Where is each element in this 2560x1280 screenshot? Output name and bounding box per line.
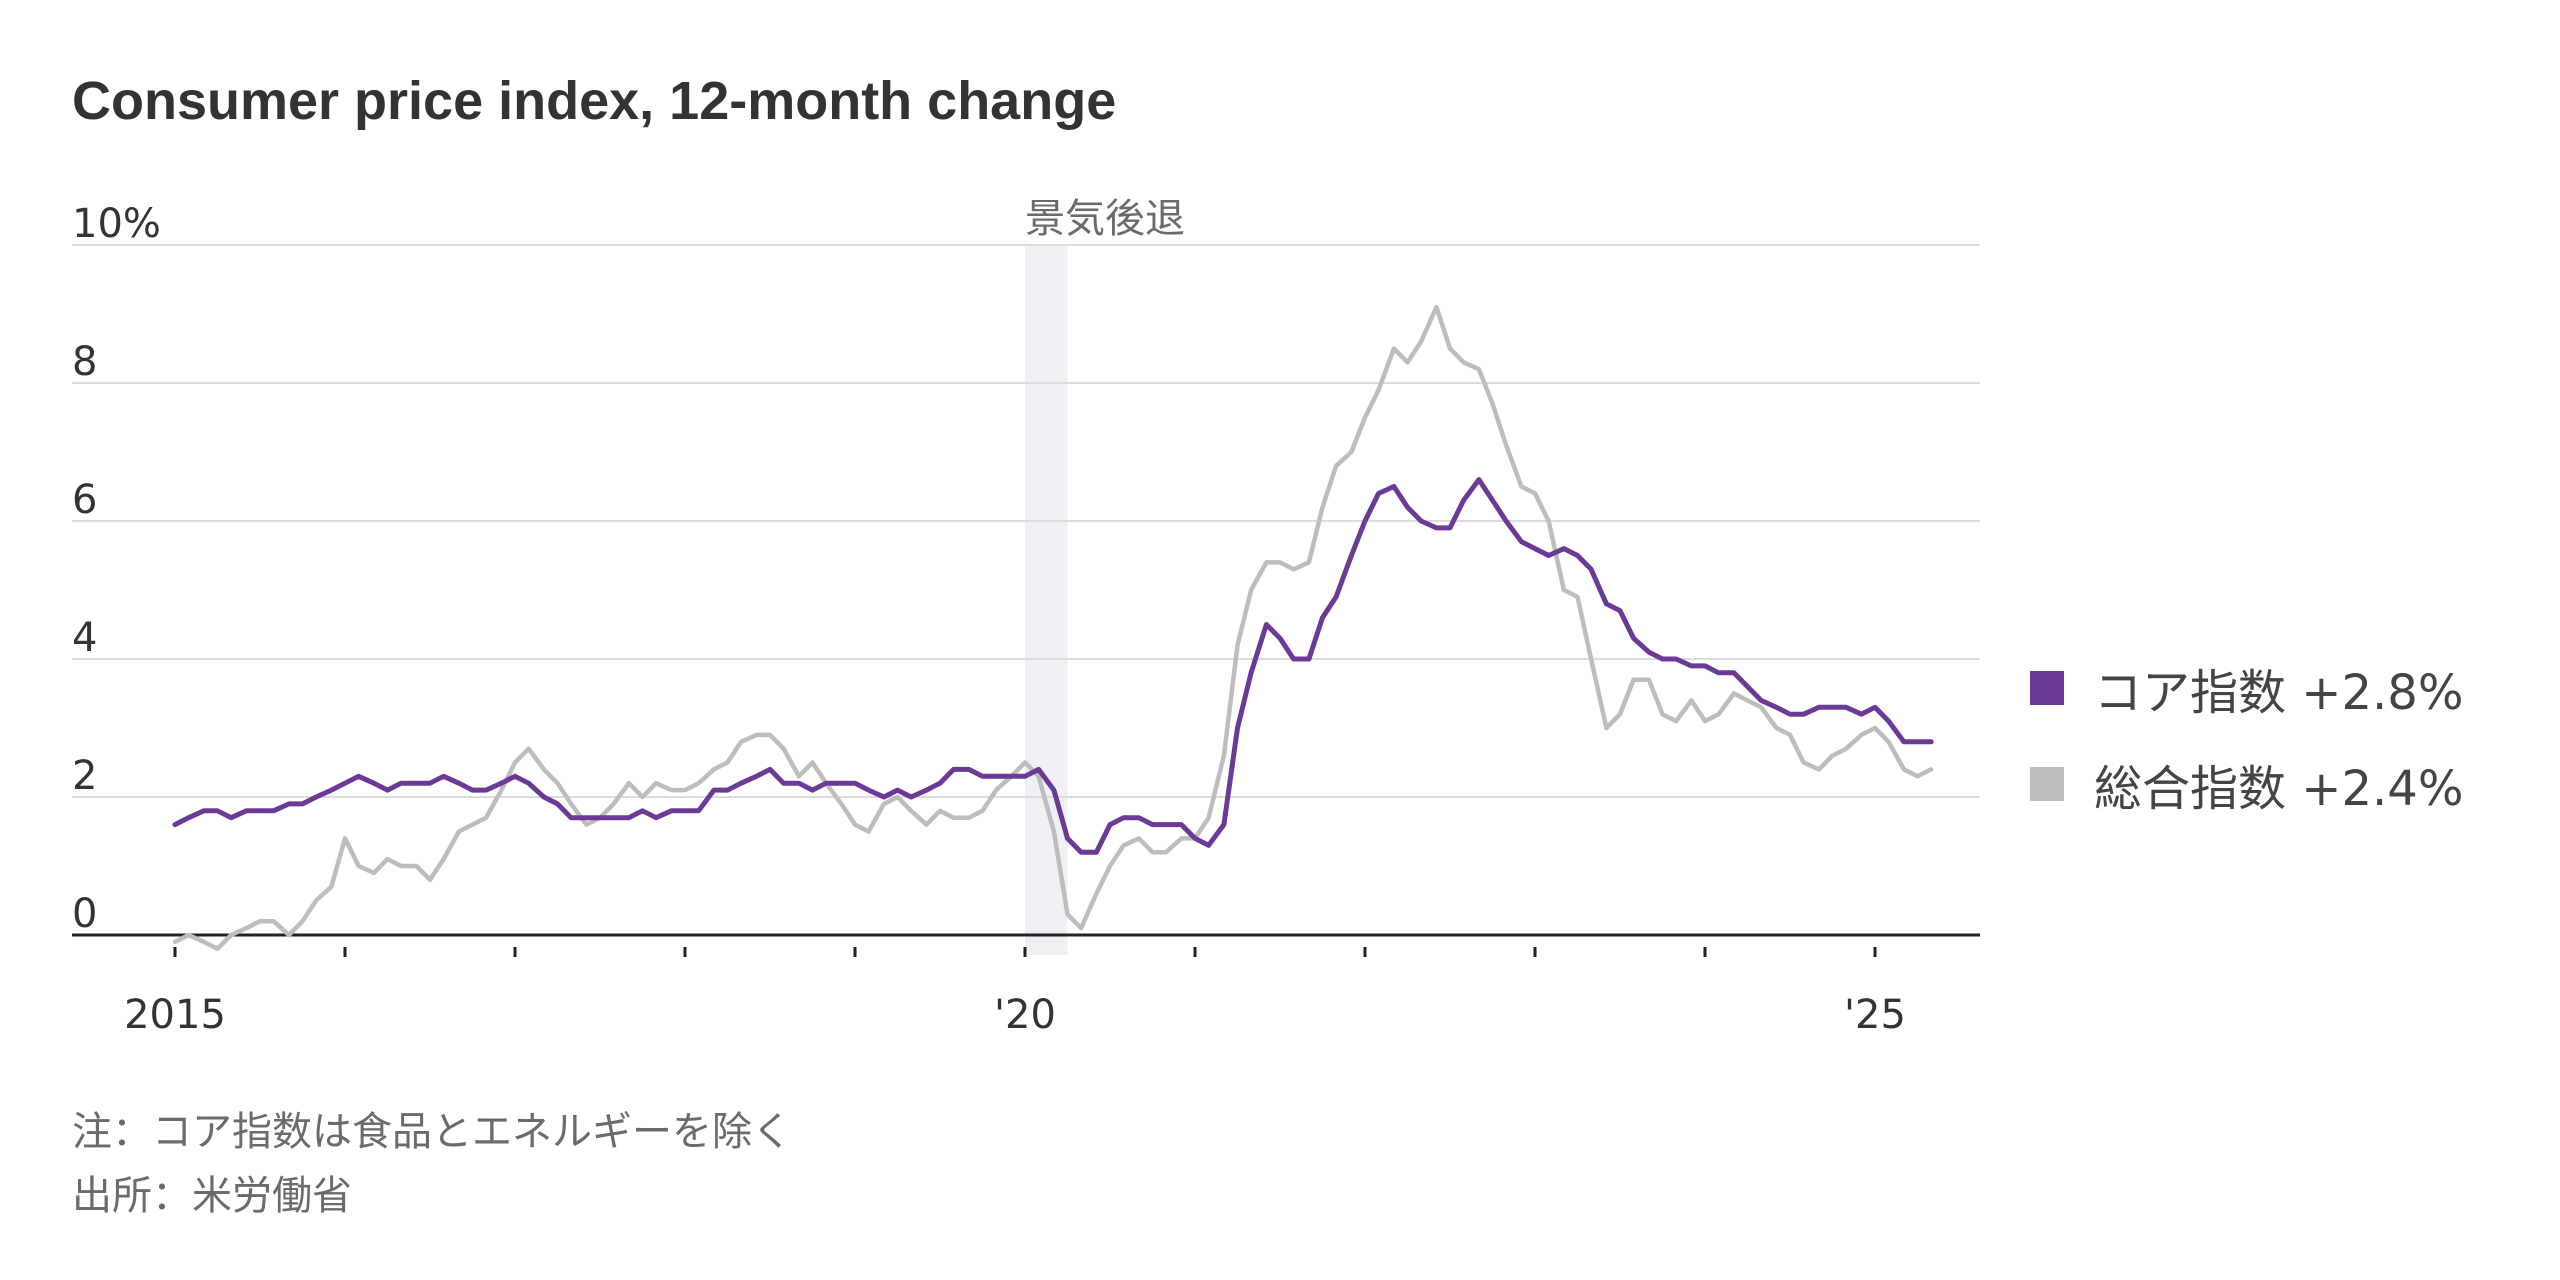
series-line-core [172, 477, 1934, 855]
y-tick-label: 6 [72, 477, 97, 523]
footnote-source: 出所：米労働省 [72, 1173, 352, 1219]
y-tick-label: 4 [72, 615, 97, 661]
y-tick-label: 0 [72, 891, 97, 937]
legend-item-headline: 総合指数 +2.4% [2030, 736, 2463, 832]
footnote-note: 注：コア指数は食品とエネルギーを除く [72, 1109, 792, 1155]
series-layer [172, 304, 1934, 952]
x-tick-label: '20 [994, 992, 1056, 1038]
axis-labels: 0 2 4 6 8 10% 2015 '20 '25 [72, 201, 1906, 1038]
gridlines [72, 244, 1980, 798]
y-tick-label: 2 [72, 753, 97, 799]
chart-title: Consumer price index, 12-month change [72, 71, 1117, 131]
recession-label: 景気後退 [1025, 196, 1185, 242]
x-axis [72, 933, 1980, 957]
x-tick-label: 2015 [124, 992, 226, 1038]
footnotes: 注：コア指数は食品とエネルギーを除く 出所：米労働省 [72, 1100, 792, 1228]
legend-label-headline: 総合指数 +2.4% [2094, 761, 2464, 817]
x-tick-label: '25 [1844, 992, 1906, 1038]
legend: コア指数 +2.8% 総合指数 +2.4% [2030, 640, 2463, 832]
recession-band [1025, 245, 1068, 955]
y-tick-label: 8 [72, 339, 97, 385]
legend-swatch-core [2030, 671, 2064, 705]
recession-layer: 景気後退 [1025, 196, 1185, 955]
legend-swatch-headline [2030, 767, 2064, 801]
legend-label-core: コア指数 +2.8% [2094, 665, 2464, 721]
series-line-headline [172, 304, 1934, 952]
legend-item-core: コア指数 +2.8% [2030, 640, 2463, 736]
y-tick-label: 10% [72, 201, 161, 247]
